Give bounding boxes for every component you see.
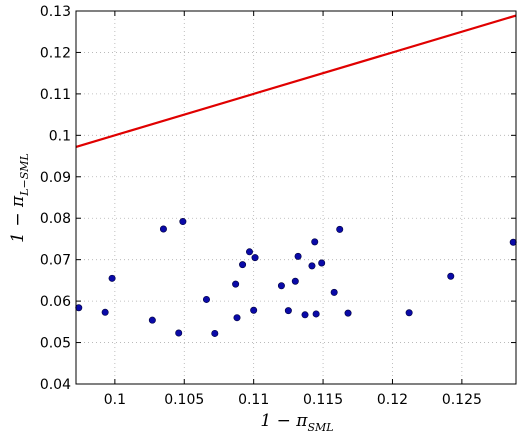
data-point bbox=[232, 280, 240, 288]
y-tick-label: 0.04 bbox=[40, 377, 71, 393]
data-point bbox=[318, 259, 326, 267]
data-point bbox=[179, 218, 187, 226]
y-tick-label: 0.09 bbox=[40, 170, 71, 186]
y-tick-label: 0.08 bbox=[40, 211, 71, 227]
data-points bbox=[75, 218, 517, 337]
data-point bbox=[277, 282, 285, 290]
x-axis-label-main: 1 − π bbox=[260, 411, 308, 431]
y-axis-label-main: 1 − π bbox=[8, 195, 28, 243]
data-point bbox=[175, 329, 183, 337]
grid-lines bbox=[76, 10, 516, 385]
x-axis-label-sub: SML bbox=[307, 421, 333, 434]
data-point bbox=[75, 304, 83, 312]
y-axis-label: 1 − πL−SML bbox=[8, 153, 31, 243]
data-point bbox=[101, 308, 109, 316]
y-tick-label: 0.1 bbox=[49, 128, 71, 144]
data-point bbox=[311, 238, 319, 246]
x-tick-label: 0.12 bbox=[377, 392, 408, 408]
y-tick-label: 0.07 bbox=[40, 253, 71, 269]
data-point bbox=[246, 248, 254, 256]
data-point bbox=[250, 306, 258, 314]
data-point bbox=[294, 252, 302, 260]
y-tick-label: 0.06 bbox=[40, 294, 71, 310]
data-point bbox=[239, 261, 247, 269]
y-tick-label: 0.05 bbox=[40, 336, 71, 352]
data-point bbox=[148, 316, 156, 324]
data-point bbox=[312, 310, 320, 318]
data-point bbox=[159, 225, 167, 233]
x-axis-label: 1 − πSML bbox=[260, 411, 333, 434]
reference-line bbox=[75, 14, 517, 148]
data-point bbox=[202, 295, 210, 303]
data-point bbox=[336, 225, 344, 233]
y-tick-label: 0.11 bbox=[40, 87, 71, 103]
x-tick-label: 0.1 bbox=[104, 392, 126, 408]
data-point bbox=[284, 307, 292, 315]
reference-line-layer bbox=[75, 14, 517, 148]
x-tick-labels: 0.1 0.105 0.11 0.115 0.12 0.125 bbox=[104, 392, 482, 408]
data-point bbox=[108, 274, 116, 282]
x-tick-label: 0.11 bbox=[238, 392, 269, 408]
x-tick-label: 0.115 bbox=[303, 392, 343, 408]
data-point bbox=[447, 272, 455, 280]
data-point bbox=[308, 262, 316, 270]
data-point bbox=[233, 314, 241, 322]
plot-frame bbox=[75, 10, 517, 385]
data-point bbox=[291, 277, 299, 285]
x-tick-label: 0.125 bbox=[442, 392, 482, 408]
data-point bbox=[344, 309, 352, 317]
x-tick-label: 0.105 bbox=[164, 392, 204, 408]
y-tick-label: 0.13 bbox=[40, 4, 71, 20]
data-point bbox=[211, 329, 219, 337]
data-point bbox=[330, 288, 338, 296]
tick-marks bbox=[76, 10, 516, 385]
y-tick-label: 0.12 bbox=[40, 45, 71, 61]
data-point bbox=[251, 254, 259, 262]
y-tick-labels: 0.04 0.05 0.06 0.07 0.08 0.09 0.1 0.11 0.12 0.13 bbox=[40, 4, 71, 393]
y-axis-label-sub: L−SML bbox=[18, 153, 31, 197]
data-point bbox=[301, 311, 309, 319]
data-point bbox=[405, 309, 413, 317]
data-point bbox=[509, 238, 517, 246]
